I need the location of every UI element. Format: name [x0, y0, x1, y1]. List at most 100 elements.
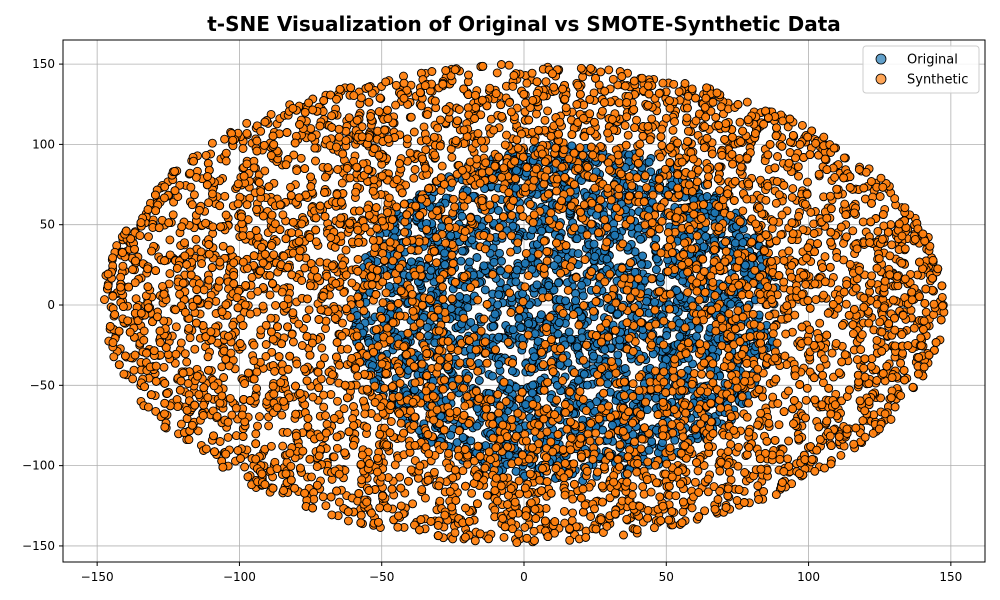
original-point — [662, 331, 672, 340]
original-point — [489, 257, 499, 267]
synthetic-point — [814, 169, 824, 179]
original-point — [577, 280, 586, 290]
synthetic-point — [647, 274, 657, 284]
synthetic-point — [315, 257, 325, 267]
synthetic-point — [251, 429, 261, 439]
synthetic-point — [586, 512, 596, 521]
original-point — [524, 319, 534, 329]
original-point — [528, 225, 537, 235]
synthetic-point — [539, 236, 549, 246]
original-point — [493, 206, 503, 215]
synthetic-point — [408, 499, 418, 509]
synthetic-point — [459, 272, 469, 282]
synthetic-point — [396, 418, 406, 428]
original-point — [549, 261, 559, 271]
original-point — [494, 290, 504, 300]
original-point — [497, 256, 506, 266]
synthetic-point — [496, 60, 506, 69]
original-point — [620, 364, 630, 373]
synthetic-point — [321, 501, 331, 511]
synthetic-point — [326, 390, 336, 399]
synthetic-point — [523, 330, 533, 340]
synthetic-point — [667, 320, 677, 330]
synthetic-point — [480, 337, 490, 347]
synthetic-point — [742, 412, 752, 422]
original-point — [638, 251, 648, 261]
original-point — [440, 260, 450, 270]
original-point — [479, 261, 489, 271]
original-point — [573, 375, 583, 385]
original-point — [422, 322, 432, 332]
synthetic-point — [388, 256, 398, 266]
synthetic-point — [803, 177, 812, 187]
synthetic-point — [278, 441, 288, 451]
original-point — [670, 435, 680, 445]
original-point — [694, 324, 704, 334]
synthetic-point — [506, 308, 516, 317]
synthetic-point — [636, 354, 646, 364]
original-point — [572, 342, 582, 352]
original-point — [600, 345, 610, 355]
original-point — [650, 297, 660, 307]
synthetic-point — [669, 405, 679, 414]
original-point — [490, 309, 500, 319]
original-point — [457, 211, 467, 221]
synthetic-point — [848, 226, 858, 236]
synthetic-point — [657, 216, 667, 226]
synthetic-point — [446, 391, 456, 401]
synthetic-point — [525, 199, 535, 209]
synthetic-point — [479, 143, 489, 153]
synthetic-point — [541, 77, 551, 87]
synthetic-point — [506, 231, 516, 241]
original-point — [566, 334, 576, 344]
original-point — [527, 388, 537, 398]
synthetic-point — [386, 302, 396, 312]
original-point — [692, 331, 701, 341]
synthetic-point — [304, 305, 314, 315]
synthetic-point — [333, 396, 342, 406]
original-point — [423, 331, 433, 341]
synthetic-point — [787, 192, 797, 202]
synthetic-point — [129, 365, 139, 375]
original-point — [615, 335, 625, 345]
original-point — [512, 265, 522, 275]
original-point — [561, 296, 571, 306]
original-point — [637, 259, 646, 269]
original-point — [536, 310, 546, 320]
original-point — [573, 249, 583, 259]
original-point — [516, 323, 526, 333]
synthetic-point — [372, 223, 382, 233]
synthetic-point — [638, 482, 648, 492]
original-point — [567, 141, 577, 151]
original-point — [701, 232, 711, 241]
synthetic-point — [619, 530, 628, 540]
synthetic-point — [379, 383, 389, 393]
synthetic-point — [569, 223, 579, 233]
original-point — [738, 238, 748, 248]
synthetic-point — [502, 130, 511, 140]
original-point — [465, 257, 475, 267]
original-point — [463, 302, 473, 312]
original-point — [520, 258, 530, 268]
original-point — [474, 376, 484, 385]
synthetic-point — [265, 290, 275, 300]
synthetic-point — [521, 248, 531, 258]
synthetic-point — [395, 409, 404, 419]
original-point — [488, 371, 498, 381]
synthetic-point — [738, 206, 748, 216]
original-point — [702, 192, 712, 201]
original-point — [589, 351, 599, 361]
original-point — [644, 157, 654, 167]
synthetic-point — [659, 340, 669, 350]
synthetic-point — [288, 337, 298, 347]
synthetic-point — [444, 448, 453, 458]
synthetic-point — [479, 314, 489, 324]
synthetic-point — [683, 287, 693, 297]
original-point — [571, 296, 581, 306]
original-point — [529, 352, 539, 362]
original-point — [675, 332, 685, 341]
synthetic-point — [282, 428, 292, 437]
original-point — [651, 265, 661, 275]
synthetic-point — [569, 368, 579, 378]
synthetic-point — [627, 181, 637, 191]
